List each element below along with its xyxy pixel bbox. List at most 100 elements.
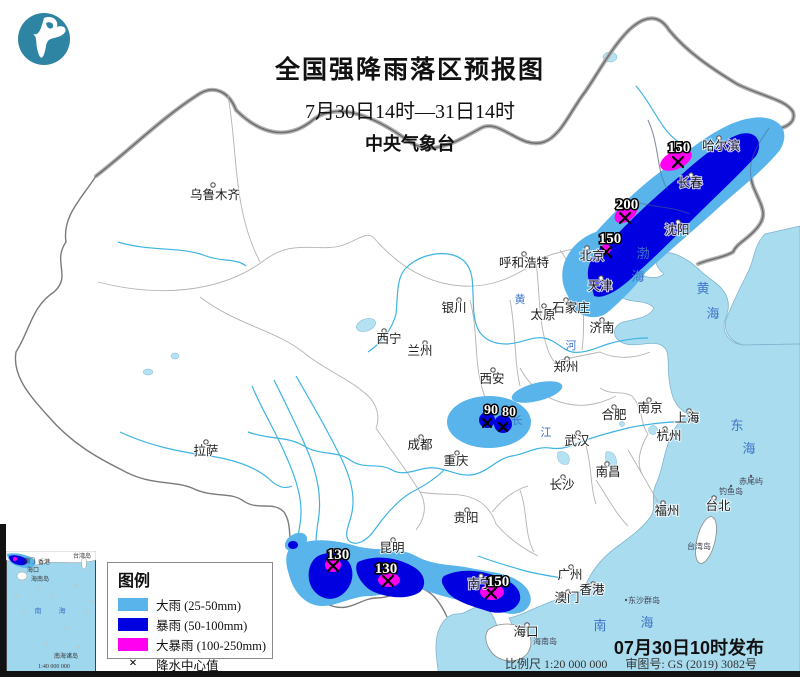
city-label: 兰州	[407, 344, 432, 358]
taiwan-island	[695, 516, 717, 564]
inset-taiwan	[81, 556, 87, 570]
border-west-south	[14, 175, 448, 618]
water-labels: 渤 海 黄 海 东 海 南 海 黄 河 长 江	[512, 246, 756, 633]
city-label: 上海	[674, 410, 700, 425]
city-label: 成都	[407, 438, 433, 452]
cma-logo	[15, 10, 73, 73]
river-label: 河	[566, 339, 577, 352]
sea-areas	[435, 225, 800, 677]
south-china-sea-inset: 澳门 香港 台湾岛 海口 海南岛 南 海 南海诸岛 1:40 000 000	[6, 551, 96, 672]
river-label: 黄	[515, 292, 526, 306]
island-label: 钓鱼岛	[719, 486, 743, 496]
rain-value: 150	[599, 231, 622, 247]
precip-center-markers	[326, 155, 685, 600]
island-label: 东沙群岛	[628, 595, 660, 605]
rain-value: 80	[502, 405, 516, 420]
sea-label: 东	[730, 418, 743, 433]
city-label: 杭州	[656, 428, 681, 443]
legend-item-rainstorm: 暴雨 (50-100mm)	[118, 617, 272, 633]
rain-heavy-areas	[288, 133, 760, 613]
river-label: 长	[512, 414, 523, 427]
city-label: 银川	[441, 301, 466, 315]
city-label: 香港	[579, 583, 605, 597]
rain-value: 90	[484, 403, 498, 418]
inset-sea-label: 海	[59, 606, 66, 615]
rain-heavy-south-west	[308, 553, 353, 599]
precip-center-marker-icon: ×	[129, 656, 137, 671]
inset-hainan	[16, 571, 28, 581]
sea-japan	[725, 225, 800, 346]
inset-frame	[6, 551, 96, 672]
city-label: 南昌	[595, 464, 620, 479]
river-label: 江	[541, 426, 552, 439]
rain-value: 150	[668, 140, 691, 156]
inset-label-haikou: 海口	[27, 566, 39, 574]
legend-item-severe-rainstorm: 大暴雨 (100-250mm)	[118, 637, 272, 653]
city-label: 沈阳	[664, 222, 689, 237]
city-label: 太原	[530, 307, 555, 322]
city-label: 呼和浩特	[499, 255, 549, 270]
island-labels: 台湾岛 海南岛 东沙群岛 钓鱼岛 赤尾屿	[533, 474, 763, 646]
border-north	[95, 17, 795, 265]
rain-value: 130	[375, 561, 398, 577]
legend-label: 降水中心值	[156, 658, 219, 673]
city-label: 昆明	[379, 541, 404, 555]
rain-value: 130	[327, 547, 350, 563]
inset-scale: 1:40 000 000	[38, 664, 70, 670]
approval-number: 审图号: GS (2019) 3082号	[625, 657, 758, 671]
legend-title: 图例	[118, 573, 151, 590]
city-label: 长春	[677, 176, 703, 190]
city-label: 南京	[637, 400, 662, 415]
inset-sea-label: 南	[35, 606, 42, 615]
rain-areas	[284, 117, 785, 614]
city-label: 广州	[557, 568, 582, 582]
inset-label-hainan: 海南岛	[31, 575, 49, 583]
legend-label: 大雨 (25-50mm)	[156, 598, 242, 613]
sea-label: 海	[631, 269, 644, 284]
inset-rain-severe	[13, 557, 17, 561]
city-label: 重庆	[443, 453, 469, 468]
inset-label-taiwan: 台湾岛	[73, 552, 91, 560]
city-label: 合肥	[601, 407, 627, 422]
sea-label: 海	[742, 441, 755, 456]
release-time: 07月30日10时发布	[613, 638, 764, 658]
cma-logo-icon	[18, 13, 70, 65]
scale-text: 比例尺 1:20 000 000	[505, 657, 608, 671]
inset-label-hk: 香港	[38, 558, 50, 566]
city-label: 海口	[513, 624, 538, 639]
city-label: 西安	[479, 371, 504, 386]
island-dot	[624, 598, 628, 602]
city-label: 北京	[579, 249, 604, 263]
hainan-island	[485, 623, 532, 662]
legend-item-precip-center: × 降水中心值	[118, 656, 272, 673]
island-dot	[729, 484, 733, 488]
city-label: 石家庄	[552, 300, 590, 315]
rain-value: 150	[487, 574, 510, 590]
city-label: 台北	[705, 498, 731, 513]
city-label: 郑州	[553, 359, 578, 374]
legend-swatch-dark-blue	[118, 617, 148, 631]
rain-value: 200	[616, 197, 639, 213]
inset-label-islands: 南海诸岛	[54, 652, 78, 660]
sea-label: 南	[593, 618, 606, 633]
province-borders-overlay	[629, 119, 770, 215]
sea-label: 海	[706, 306, 719, 321]
island-dot	[749, 474, 753, 478]
city-label: 西宁	[376, 331, 401, 346]
city-label: 武汉	[564, 434, 590, 448]
sea-label: 海	[640, 615, 653, 630]
city-labels: 乌鲁木齐 拉萨 西宁 兰州 银川 呼和浩特 太原 石家庄 济南 郑州 西安 合肥…	[189, 137, 741, 640]
legend-label: 暴雨 (50-100mm)	[156, 618, 248, 633]
inset-island-dots	[14, 584, 93, 659]
bottom-border-bar	[0, 671, 800, 677]
city-label: 南宁	[467, 576, 492, 591]
map-footer: 比例尺 1:20 000 000 审图号: GS (2019) 3082号	[505, 655, 800, 672]
city-label: 乌鲁木齐	[190, 187, 241, 202]
city-dots	[203, 135, 722, 628]
left-border-bar	[0, 524, 6, 677]
island-label: 海南岛	[533, 636, 557, 646]
sea-label: 渤	[636, 246, 649, 261]
city-label: 拉萨	[193, 443, 218, 458]
legend-item-heavy-rain: 大雨 (25-50mm)	[118, 597, 272, 613]
